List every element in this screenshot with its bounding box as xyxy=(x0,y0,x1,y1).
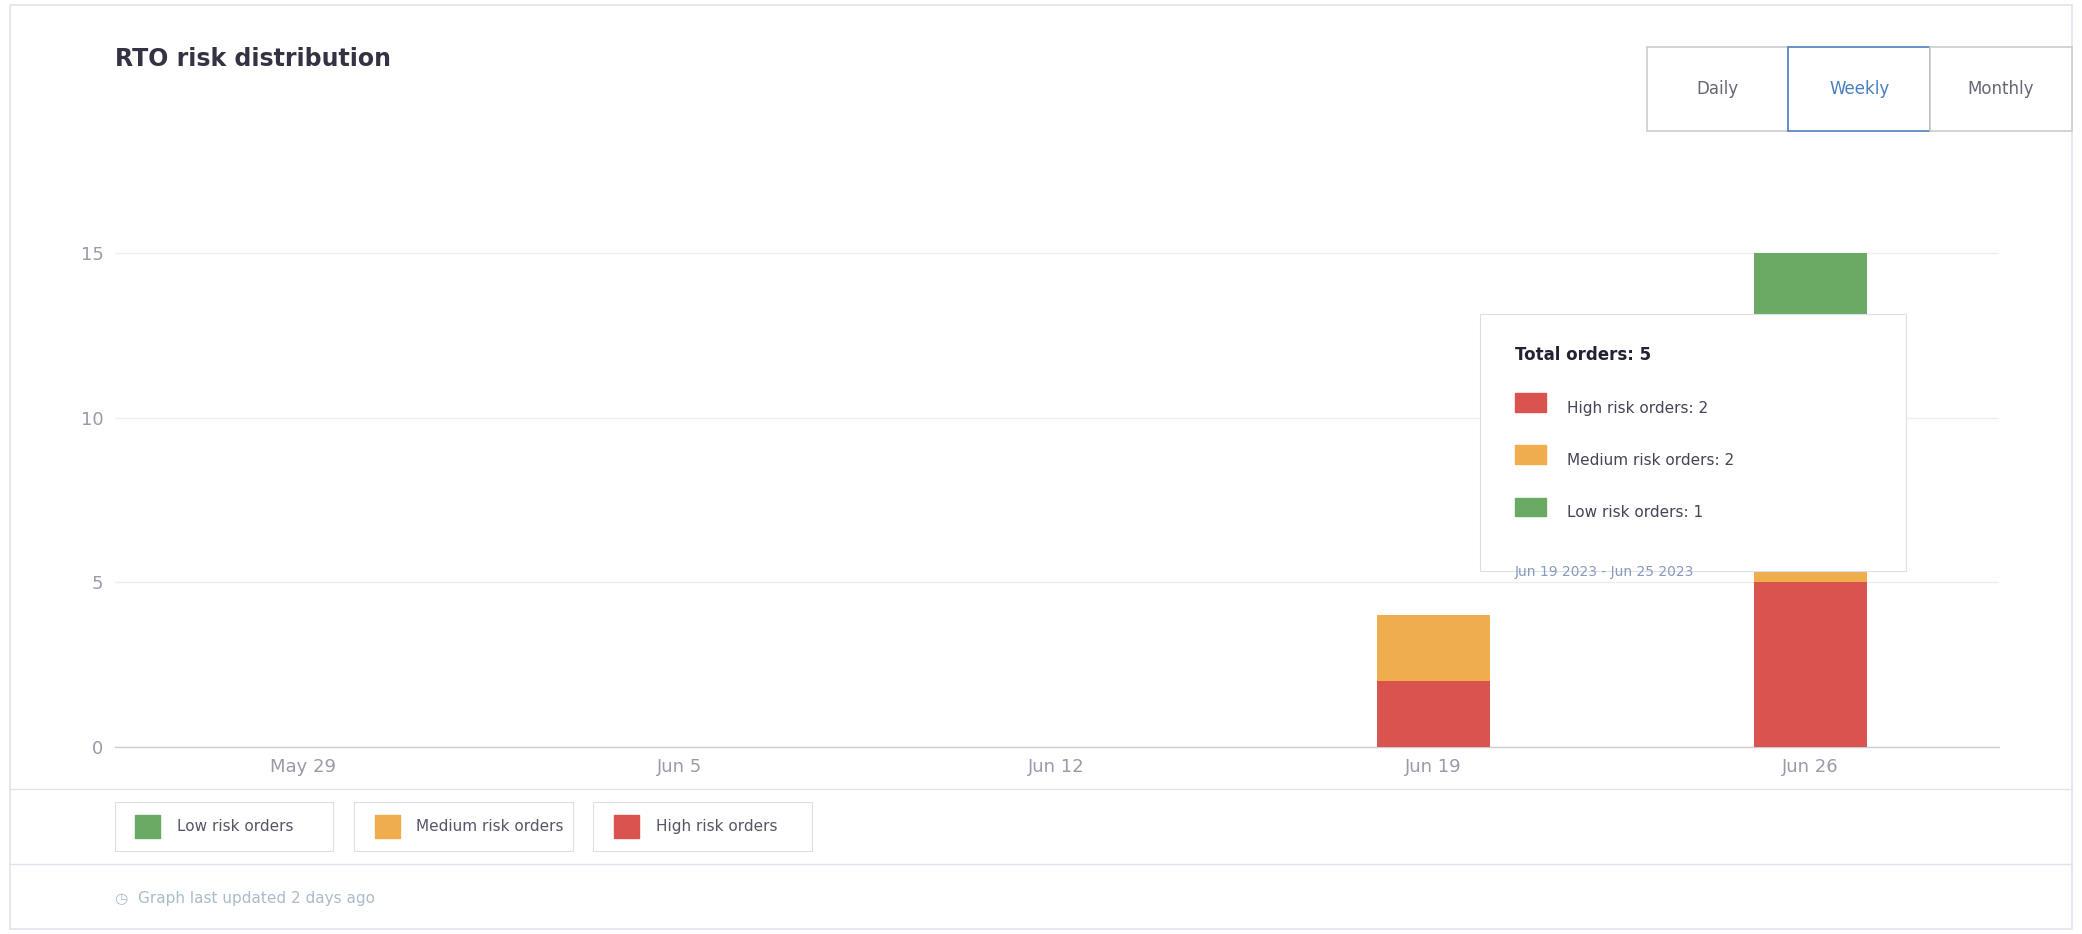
Bar xyxy=(1753,417,1868,583)
Text: Low risk orders: Low risk orders xyxy=(177,819,294,834)
Text: Medium risk orders: 2: Medium risk orders: 2 xyxy=(1568,453,1734,468)
Text: Weekly: Weekly xyxy=(1830,79,1888,98)
Bar xyxy=(1753,583,1868,747)
Text: ◷  Graph last updated 2 days ago: ◷ Graph last updated 2 days ago xyxy=(115,891,375,906)
Text: Daily: Daily xyxy=(1697,79,1738,98)
Bar xyxy=(1376,681,1491,747)
Text: Jun 19 2023 - Jun 25 2023: Jun 19 2023 - Jun 25 2023 xyxy=(1516,565,1695,579)
Text: Medium risk orders: Medium risk orders xyxy=(416,819,564,834)
Text: Total orders: 5: Total orders: 5 xyxy=(1516,347,1651,364)
Bar xyxy=(1376,616,1491,681)
Text: Monthly: Monthly xyxy=(1967,79,2034,98)
Text: High risk orders: 2: High risk orders: 2 xyxy=(1568,401,1707,416)
Text: High risk orders: High risk orders xyxy=(656,819,777,834)
Text: Low risk orders: 1: Low risk orders: 1 xyxy=(1568,505,1703,520)
Text: RTO risk distribution: RTO risk distribution xyxy=(115,47,391,71)
Bar xyxy=(1753,253,1868,417)
